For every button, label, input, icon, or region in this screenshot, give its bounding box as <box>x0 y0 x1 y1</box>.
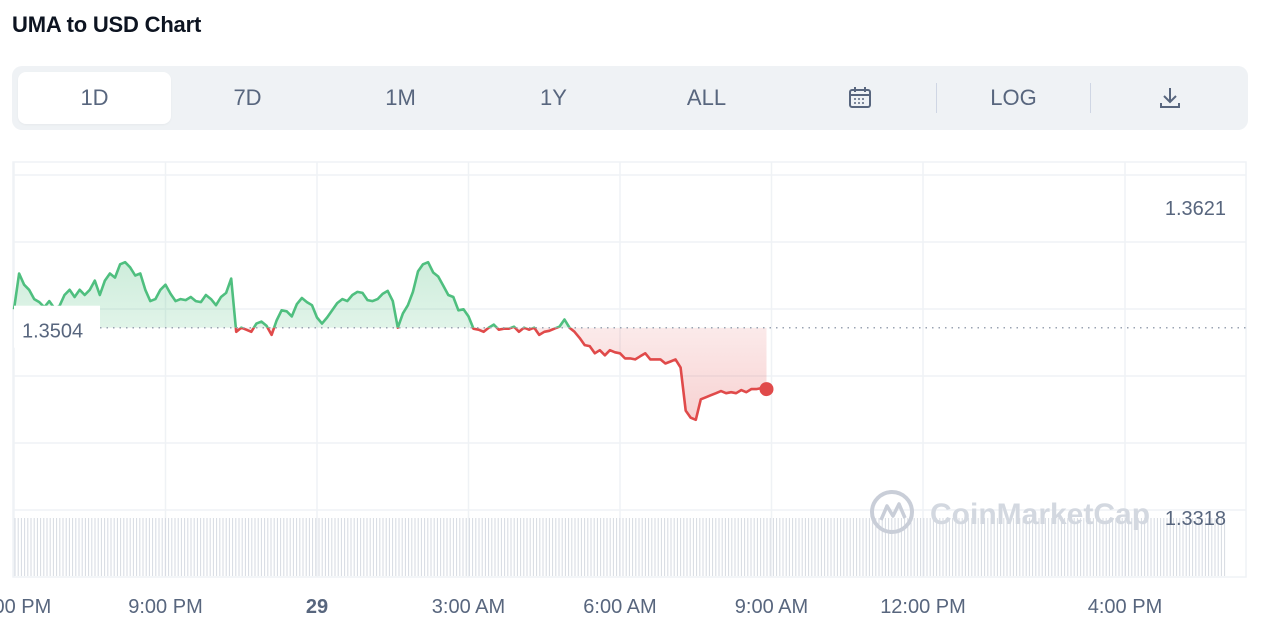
price-line-up <box>12 260 572 328</box>
x-tick-label: 6:00 PM <box>0 596 51 618</box>
x-tick-label: 29 <box>306 596 328 618</box>
log-toggle[interactable]: LOG <box>990 85 1037 110</box>
tab-1y[interactable]: 1Y <box>540 85 567 110</box>
toolbar-divider <box>1090 83 1091 113</box>
watermark-text: CoinMarketCap <box>930 498 1150 531</box>
area-above-baseline <box>14 262 570 328</box>
current-price-dot[interactable] <box>759 382 774 397</box>
y-tick-label: 1.3318 <box>1165 508 1226 530</box>
price-chart-svg: CoinMarketCap 1.3504 1.3621 1.3318 6:00 PM… <box>0 161 1247 618</box>
tab-7d[interactable]: 7D <box>233 85 262 110</box>
price-line-down <box>234 327 767 422</box>
chart-frame <box>12 161 1247 578</box>
x-tick-label: 3:00 AM <box>432 596 505 618</box>
tab-all[interactable]: ALL <box>686 85 727 110</box>
x-tick-label: 9:00 AM <box>735 596 808 618</box>
tab-1m[interactable]: 1M <box>385 85 416 110</box>
page-title: UMA to USD Chart <box>12 12 202 37</box>
chart-toolbar: 1D 7D 1M 1Y ALL LOG <box>12 66 1248 130</box>
download-icon <box>1160 88 1180 108</box>
x-tick-label: 12:00 PM <box>880 596 966 618</box>
calendar-icon <box>849 87 871 108</box>
baseline-label: 1.3504 <box>22 321 83 343</box>
baseline-label-bg <box>14 305 100 348</box>
x-tick-label: 6:00 AM <box>583 596 656 618</box>
toolbar-divider <box>936 83 937 113</box>
x-tick-label: 9:00 PM <box>128 596 202 618</box>
download-button[interactable] <box>1110 72 1230 124</box>
coinmarketcap-watermark: CoinMarketCap <box>870 490 1150 534</box>
area-below-baseline <box>14 327 767 420</box>
y-tick-label: 1.3621 <box>1165 198 1226 220</box>
x-tick-label: 4:00 PM <box>1088 596 1162 618</box>
calendar-button[interactable] <box>800 72 920 124</box>
coinmarketcap-logo-icon <box>870 490 914 534</box>
price-chart[interactable]: CoinMarketCap 1.3504 1.3621 1.3318 6:00 PM… <box>0 150 1262 631</box>
tab-1d[interactable]: 1D <box>18 72 171 124</box>
